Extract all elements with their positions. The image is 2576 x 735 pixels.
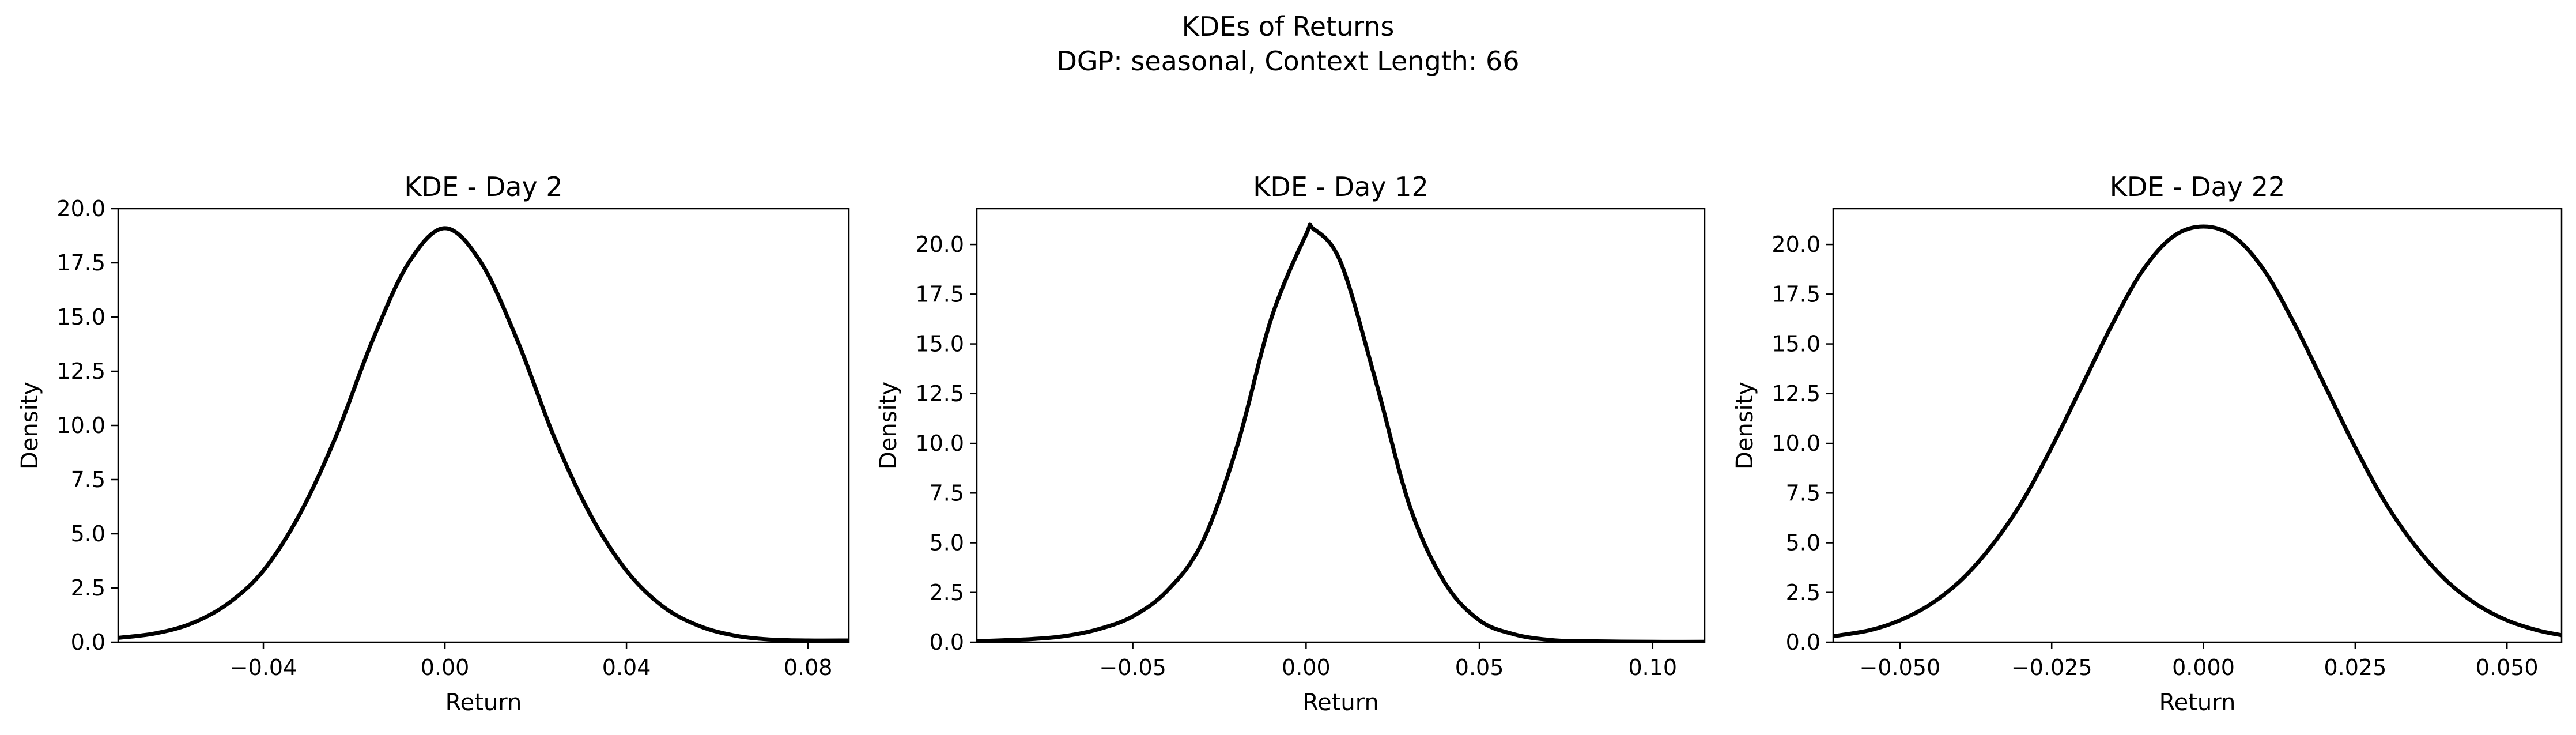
y-axis-label: Density (875, 382, 902, 469)
y-tick-label: 5.0 (930, 530, 964, 556)
y-tick-label: 2.5 (930, 580, 964, 605)
y-tick-label: 5.0 (1786, 530, 1820, 556)
y-tick-label: 20.0 (1772, 232, 1820, 257)
x-tick-label: 0.08 (784, 655, 833, 680)
axes-frame (117, 208, 850, 643)
y-tick-label: 17.5 (56, 250, 105, 276)
y-tick-label: 10.0 (1772, 431, 1820, 456)
y-tick-label: 10.0 (915, 431, 964, 456)
x-tick-label: −0.050 (1860, 655, 1941, 680)
x-tick-label: 0.025 (2324, 655, 2386, 680)
y-tick-label: 20.0 (915, 232, 964, 257)
y-tick-label: 15.0 (56, 304, 105, 330)
subplot-1: KDE - Day 2 −0.04 0.00 0.04 0.08 0.0 2.5 5.0 7.5… (17, 171, 850, 716)
y-tick-label: 15.0 (1772, 331, 1820, 357)
y-tick-label: 7.5 (71, 467, 105, 492)
x-axis-label: Return (1302, 689, 1379, 716)
x-axis-label: Return (445, 689, 522, 716)
subplots: KDE - Day 2 −0.04 0.00 0.04 0.08 0.0 2.5 5.0 7.5… (17, 171, 2563, 716)
y-tick-label: 12.5 (1772, 381, 1820, 406)
x-tick-label: 0.10 (1628, 655, 1677, 680)
kde-curve (977, 222, 1705, 642)
y-tick-label: 15.0 (915, 331, 964, 357)
y-tick-label: 7.5 (1786, 480, 1820, 506)
subplot-title: KDE - Day 22 (2110, 171, 2285, 202)
x-tick-label: 0.05 (1455, 655, 1504, 680)
x-tick-label: −0.025 (2011, 655, 2092, 680)
subplot-3: KDE - Day 22 −0.050 −0.025 0.000 0.025 0.050 0… (1732, 171, 2563, 716)
y-axis-label: Density (1732, 382, 1758, 469)
y-tick-label: 0.0 (1786, 630, 1820, 655)
figure-title-line1: KDEs of Returns (1182, 11, 1395, 42)
y-tick-label: 0.0 (71, 630, 105, 655)
x-tick-label: 0.00 (1282, 655, 1331, 680)
y-tick-label: 17.5 (1772, 281, 1820, 307)
subplot-title: KDE - Day 2 (404, 171, 562, 202)
y-tick-label: 7.5 (930, 480, 964, 506)
y-tick-label: 5.0 (71, 521, 105, 546)
y-tick-label: 12.5 (56, 359, 105, 384)
y-tick-label: 2.5 (71, 575, 105, 601)
axes-frame (976, 208, 1706, 643)
x-tick-label: 0.000 (2172, 655, 2235, 680)
subplot-title: KDE - Day 12 (1253, 171, 1428, 202)
y-tick-label: 10.0 (56, 413, 105, 438)
figure-subtitle-line2: DGP: seasonal, Context Length: 66 (1056, 46, 1519, 77)
x-tick-label: −0.05 (1099, 655, 1166, 680)
y-tick-label: 2.5 (1786, 580, 1820, 605)
y-axis-label: Density (17, 382, 43, 469)
y-tick-label: 20.0 (56, 196, 105, 221)
y-tick-label: 12.5 (915, 381, 964, 406)
subplot-2: KDE - Day 12 −0.05 0.00 0.05 0.10 0.0 2.5 5.0 7.… (875, 171, 1706, 716)
kde-curve (1833, 224, 2562, 639)
x-tick-label: 0.00 (421, 655, 470, 680)
y-tick-label: 17.5 (915, 281, 964, 307)
axes-frame (1832, 208, 2563, 643)
x-tick-label: 0.050 (2476, 655, 2539, 680)
x-tick-label: −0.04 (230, 655, 297, 680)
x-axis-label: Return (2159, 689, 2236, 716)
x-tick-label: 0.04 (602, 655, 651, 680)
y-tick-label: 0.0 (930, 630, 964, 655)
kde-curve (118, 226, 849, 642)
